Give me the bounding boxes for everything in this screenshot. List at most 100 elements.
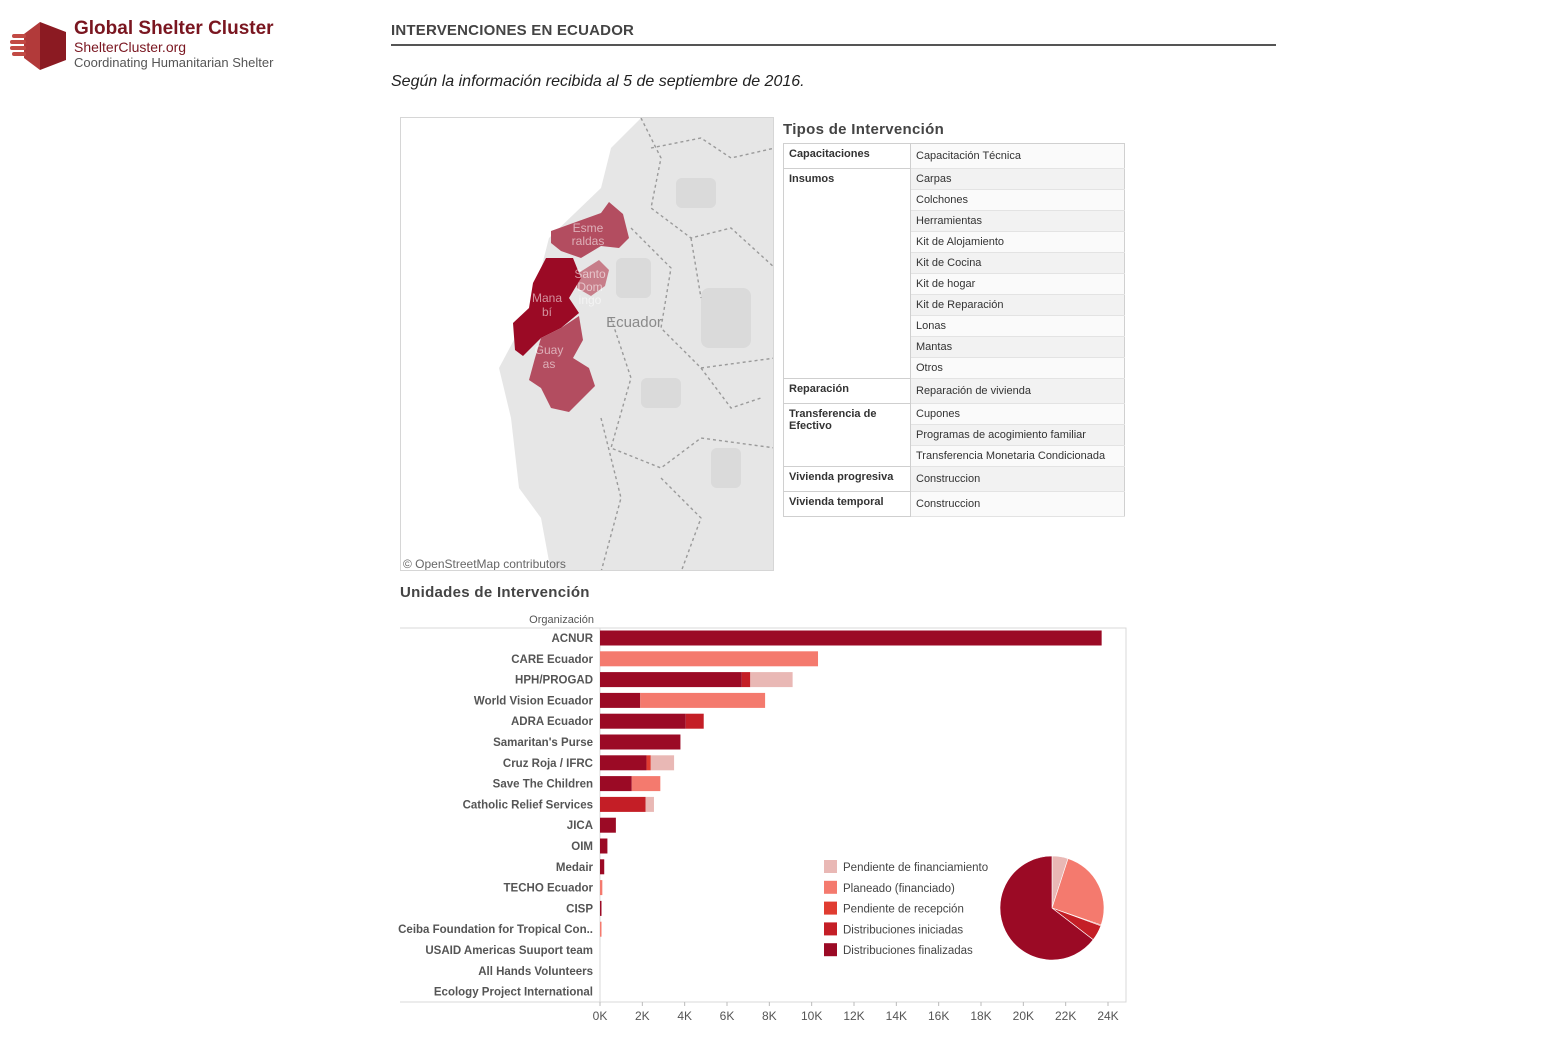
bar-segment[interactable]: [600, 838, 608, 854]
x-tick-label: 6K: [720, 1009, 735, 1023]
bar-segment[interactable]: [685, 713, 704, 729]
x-tick-label: 20K: [1013, 1009, 1034, 1023]
bar-segment[interactable]: [600, 734, 681, 750]
pie-slice[interactable]: [999, 855, 1094, 961]
category-label: USAID Americas Suuport team: [425, 945, 593, 957]
types-item: Herramientas: [910, 210, 1125, 232]
types-item: Carpas: [910, 168, 1125, 190]
types-title: Tipos de Intervención: [783, 121, 945, 138]
types-row: Vivienda progresiva Construccion: [783, 466, 1125, 492]
legend-swatch: [824, 943, 837, 957]
types-row: Transferencia Monetaria Condicionada: [784, 445, 1125, 467]
map-label-manabi-2: bí: [542, 305, 553, 319]
types-row: Herramientas: [784, 210, 1125, 232]
types-item: Kit de Cocina: [910, 252, 1125, 274]
types-item: Kit de Alojamiento: [910, 231, 1125, 253]
bar-segment[interactable]: [645, 796, 654, 812]
category-label: Cruz Roja / IFRC: [503, 758, 593, 770]
bar-segment[interactable]: [646, 755, 651, 771]
x-tick-label: 16K: [928, 1009, 949, 1023]
types-item: Capacitación Técnica: [910, 143, 1125, 169]
logo-title: Global Shelter Cluster: [74, 18, 274, 39]
map-label-manabi-1: Mana: [532, 291, 562, 305]
x-tick-label: 2K: [635, 1009, 650, 1023]
bar-segment[interactable]: [600, 755, 647, 771]
category-label: CARE Ecuador: [511, 654, 593, 666]
pie-slice[interactable]: [1051, 858, 1105, 926]
terrain-texture: [616, 178, 751, 488]
bar-segment[interactable]: [750, 672, 793, 688]
types-row: Programas de acogimiento familiar: [784, 424, 1125, 446]
types-item: Otros: [910, 357, 1125, 379]
types-category: Vivienda temporal: [783, 491, 911, 517]
bar-segment[interactable]: [631, 776, 661, 792]
map-label-santo-domingo-3: ingo: [579, 293, 602, 307]
types-item: Colchones: [910, 189, 1125, 211]
types-row: Capacitaciones Capacitación Técnica: [783, 143, 1125, 169]
x-tick-label: 18K: [970, 1009, 991, 1023]
category-label: Save The Children: [493, 779, 593, 791]
bar-segment[interactable]: [600, 776, 632, 792]
types-category: Transferencia de Efectivo: [783, 403, 911, 467]
types-row: Kit de hogar: [784, 273, 1125, 295]
types-item: Transferencia Monetaria Condicionada: [910, 445, 1125, 467]
category-label: HPH/PROGAD: [515, 675, 593, 687]
legend-swatch: [824, 901, 837, 915]
map-attribution[interactable]: © OpenStreetMap contributors: [403, 557, 566, 571]
logo-site[interactable]: ShelterCluster.org: [74, 39, 187, 55]
units-title: Unidades de Intervención: [400, 584, 590, 601]
types-item: Kit de Reparación: [910, 294, 1125, 316]
bar-segment[interactable]: [600, 630, 1102, 646]
region-santo-domingo[interactable]: [577, 260, 609, 296]
x-tick-label: 12K: [843, 1009, 864, 1023]
category-label: All Hands Volunteers: [478, 966, 593, 978]
types-category: Insumos: [783, 168, 911, 379]
bar-segment[interactable]: [741, 672, 751, 688]
bar-segment[interactable]: [600, 880, 603, 896]
bar-segment[interactable]: [600, 859, 605, 875]
region-esmeraldas[interactable]: [551, 202, 629, 258]
types-row: Vivienda temporal Construccion: [783, 491, 1125, 517]
legend-label: Distribuciones iniciadas: [843, 924, 963, 936]
legend-label: Pendiente de recepción: [843, 904, 964, 916]
bar-segment[interactable]: [600, 672, 742, 688]
page-title: INTERVENCIONES EN ECUADOR: [391, 22, 635, 39]
bar-segment[interactable]: [600, 651, 819, 667]
types-item: Cupones: [910, 403, 1125, 425]
category-label: Ceiba Foundation for Tropical Con..: [398, 924, 593, 936]
plot-frame: [599, 627, 1127, 1003]
bar-segment[interactable]: [600, 692, 641, 708]
category-label: JICA: [567, 820, 593, 832]
map-label-guayas-2: as: [543, 357, 556, 371]
title-divider: [391, 44, 1276, 46]
types-item: Kit de hogar: [910, 273, 1125, 295]
map-label-santo-domingo-2: Dom: [577, 280, 602, 294]
bar-segment[interactable]: [600, 713, 686, 729]
ecuador-map[interactable]: Esme raldas Santo Dom ingo Mana bí Guay …: [400, 117, 774, 571]
category-label: Medair: [556, 862, 594, 874]
x-tick-label: 10K: [801, 1009, 822, 1023]
types-row: Transferencia de Efectivo Cupones: [783, 403, 1125, 467]
types-row: Colchones: [784, 189, 1125, 211]
types-item: Construccion: [910, 491, 1125, 517]
map-label-esmeraldas-1: Esme: [573, 221, 604, 235]
region-guayas[interactable]: [529, 316, 595, 412]
map-label-guayas-1: Guay: [535, 343, 564, 357]
types-row: Kit de Alojamiento: [784, 231, 1125, 253]
shelter-cluster-logo-icon: [10, 22, 66, 70]
x-tick-label: 14K: [886, 1009, 907, 1023]
bar-segment[interactable]: [640, 692, 766, 708]
region-manabi[interactable]: [513, 258, 581, 356]
bar-segment[interactable]: [650, 755, 675, 771]
bar-segment[interactable]: [600, 900, 602, 916]
types-category: Vivienda progresiva: [783, 466, 911, 492]
category-label: OIM: [571, 841, 593, 853]
page-subtitle: Según la información recibida al 5 de se…: [391, 73, 805, 90]
types-item: Lonas: [910, 315, 1125, 337]
bar-segment[interactable]: [600, 817, 616, 833]
bar-segment[interactable]: [600, 921, 602, 937]
bar-segment[interactable]: [600, 796, 646, 812]
x-tick-label: 0K: [593, 1009, 608, 1023]
logo[interactable]: Global Shelter Cluster ShelterCluster.or…: [10, 18, 330, 74]
